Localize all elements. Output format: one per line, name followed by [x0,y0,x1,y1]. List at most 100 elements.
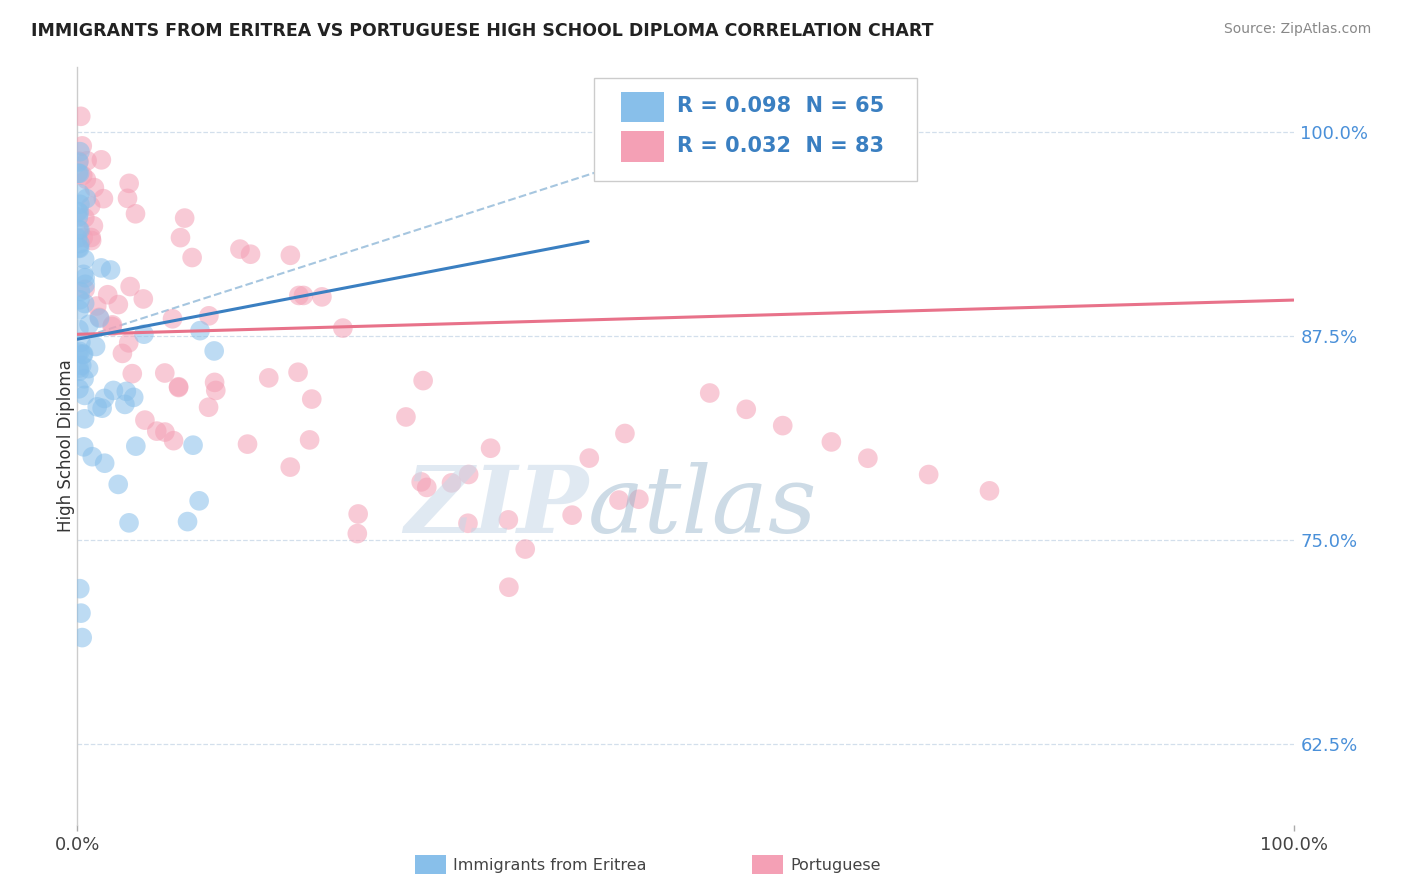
Point [67,322,90,336]
Point [77,361,100,376]
Point [100,263,122,277]
Point [124,207,146,221]
Point [67,361,90,376]
Point [173,211,195,225]
Point [287,365,309,379]
Text: IMMIGRANTS FROM ERITREA VS PORTUGUESE HIGH SCHOOL DIPLOMA CORRELATION CHART: IMMIGRANTS FROM ERITREA VS PORTUGUESE HI… [31,22,934,40]
Y-axis label: High School Diploma: High School Diploma [58,359,75,533]
Point [70,606,93,620]
Point [479,441,502,455]
Point [72,268,94,282]
Point [75,277,97,292]
Point [75,282,97,296]
Point [118,335,141,350]
Point [498,580,520,594]
Point [118,516,141,530]
Point [607,493,630,508]
Point [67,364,90,378]
Point [121,367,143,381]
Point [301,392,323,406]
Bar [621,92,664,122]
Point [181,251,204,265]
Point [856,451,879,466]
Point [69,236,91,251]
Point [69,285,91,299]
Text: R = 0.098  N = 65: R = 0.098 N = 65 [676,96,884,116]
Point [114,397,136,411]
Point [311,290,333,304]
Point [820,434,842,449]
Point [72,347,94,361]
Point [86,299,108,313]
Point [122,390,145,404]
Point [125,439,148,453]
Point [561,508,583,523]
Point [167,380,190,394]
Point [416,480,439,494]
Point [67,205,90,219]
Point [75,172,97,186]
Point [169,230,191,244]
Point [79,199,101,213]
Point [89,311,111,326]
Point [82,450,104,464]
Point [73,296,96,310]
Point [84,339,107,353]
Point [80,230,103,244]
Point [292,288,315,302]
Text: Source: ZipAtlas.com: Source: ZipAtlas.com [1223,22,1371,37]
Point [89,310,111,325]
Point [73,211,96,225]
Point [298,433,321,447]
Point [457,467,479,482]
Point [93,192,115,206]
Point [69,241,91,255]
Point [75,270,97,285]
Point [66,346,89,360]
Point [979,483,1001,498]
Point [80,234,103,248]
Point [134,413,156,427]
Point [69,344,91,359]
Point [627,492,650,507]
Point [117,191,139,205]
Point [440,475,463,490]
Point [76,153,98,168]
Point [101,319,124,334]
Point [67,302,90,317]
Point [346,526,368,541]
Point [90,153,112,167]
Point [69,109,91,123]
Point [67,155,90,169]
Point [70,359,93,373]
Point [498,513,520,527]
Point [67,210,90,224]
Point [67,222,90,236]
Point [412,374,434,388]
Point [146,424,169,438]
Point [91,401,114,416]
Point [181,438,204,452]
Point [280,248,302,262]
Point [73,372,96,386]
Point [93,456,115,470]
Point [162,311,184,326]
Point [67,241,90,255]
Point [67,154,90,169]
Point [239,247,262,261]
Point [395,409,418,424]
Point [202,343,225,358]
Text: ZIP: ZIP [404,462,588,551]
Text: R = 0.032  N = 83: R = 0.032 N = 83 [676,136,884,156]
Point [75,192,97,206]
Point [176,515,198,529]
Point [115,384,138,399]
Point [101,318,124,332]
Point [699,386,721,401]
Point [86,400,108,414]
Point [69,186,91,201]
Point [73,440,96,454]
Point [198,309,221,323]
Point [288,288,311,302]
Point [457,516,479,531]
